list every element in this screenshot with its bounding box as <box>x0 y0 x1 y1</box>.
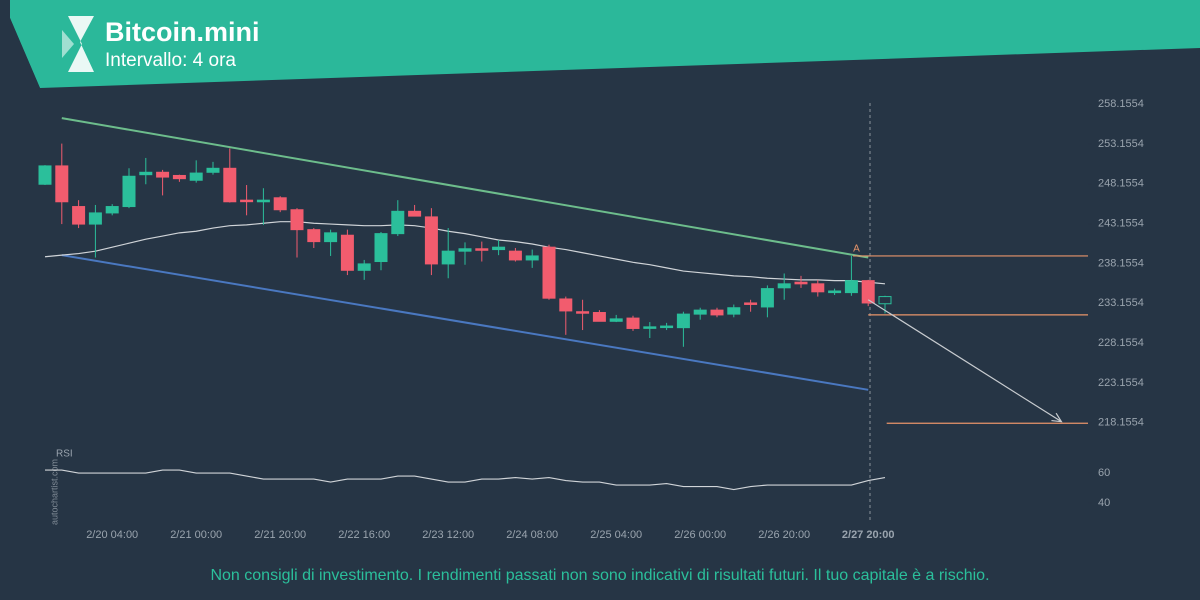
y-tick-label: 248.1554 <box>1098 178 1144 190</box>
candle-body <box>727 307 741 315</box>
candle-body <box>626 317 640 329</box>
banner-cut <box>0 0 40 88</box>
candle-body <box>38 165 52 185</box>
rsi-tick-label: 60 <box>1098 467 1110 479</box>
candle-body <box>878 296 892 305</box>
x-tick-label: 2/26 00:00 <box>674 529 726 541</box>
candle-body <box>760 288 774 308</box>
logo-shape <box>62 30 74 58</box>
candle-body <box>441 250 455 265</box>
candle-body <box>391 210 405 235</box>
x-tick-label: 2/20 04:00 <box>86 529 138 541</box>
candle-body <box>105 206 119 214</box>
candle-body <box>693 309 707 315</box>
candle-body <box>525 255 539 261</box>
candle-body <box>72 206 86 225</box>
x-tick-label: 2/22 16:00 <box>338 529 390 541</box>
candle-body <box>660 325 674 329</box>
x-tick-label: 2/25 04:00 <box>590 529 642 541</box>
candle-body <box>357 263 371 271</box>
y-tick-label: 233.1554 <box>1098 297 1144 309</box>
y-tick-label: 223.1554 <box>1098 377 1144 389</box>
candle-body <box>508 250 522 261</box>
candle-body <box>676 313 690 329</box>
candle-body <box>643 326 657 329</box>
y-tick-label: 253.1554 <box>1098 138 1144 150</box>
candle-body <box>777 283 791 289</box>
candle-body <box>139 171 153 176</box>
candle-body <box>55 165 69 203</box>
x-tick-label: 2/21 00:00 <box>170 529 222 541</box>
x-tick-label: 2/27 20:00 <box>842 529 895 541</box>
candle-body <box>340 234 354 271</box>
header-banner <box>10 0 1200 88</box>
x-tick-label: 2/21 20:00 <box>254 529 306 541</box>
candle-body <box>576 311 590 314</box>
candle-body <box>794 281 808 285</box>
trendline <box>61 254 869 391</box>
candle-body <box>424 216 438 265</box>
trendline <box>61 117 869 259</box>
chart-title: Bitcoin.mini <box>105 17 260 47</box>
candle-body <box>189 172 203 181</box>
watermark: autochartist.com <box>49 459 59 525</box>
candle-body <box>475 248 489 251</box>
y-tick-label: 228.1554 <box>1098 337 1144 349</box>
candle-body <box>240 199 254 203</box>
x-tick-label: 2/24 08:00 <box>506 529 558 541</box>
candle-body <box>223 167 237 203</box>
candle-body <box>559 298 573 312</box>
candle-body <box>156 171 170 178</box>
candle-body <box>811 283 825 293</box>
candle-body <box>256 199 270 203</box>
candle-body <box>828 290 842 294</box>
logo <box>62 16 94 72</box>
candle-body <box>744 302 758 305</box>
candle-body <box>458 248 472 252</box>
candle-body <box>206 167 220 173</box>
candle-body <box>542 246 556 299</box>
arrow-head <box>1051 412 1063 423</box>
moving-average <box>44 221 886 285</box>
candle-body <box>307 229 321 243</box>
forecast-arrow <box>867 299 1062 423</box>
candle-body <box>273 197 287 211</box>
candle-body <box>861 280 875 304</box>
y-tick-label: 238.1554 <box>1098 257 1144 269</box>
candle-body <box>408 210 422 217</box>
logo-shape <box>68 16 94 72</box>
candle-body <box>609 318 623 322</box>
candle-body <box>88 212 102 225</box>
rsi-label: RSI <box>56 449 73 460</box>
candle-body <box>374 233 388 263</box>
y-tick-label: 218.1554 <box>1098 417 1144 429</box>
rsi-line <box>45 469 886 491</box>
level-label: A <box>853 244 860 255</box>
candle-body <box>290 209 304 231</box>
x-tick-label: 2/23 12:00 <box>422 529 474 541</box>
y-tick-label: 243.1554 <box>1098 218 1144 230</box>
disclaimer: Non consigli di investimento. I rendimen… <box>210 567 989 584</box>
candle-body <box>122 175 136 208</box>
candle-body <box>172 174 186 180</box>
chart-subtitle: Intervallo: 4 ora <box>105 50 236 71</box>
candle-body <box>492 246 506 251</box>
y-tick-label: 258.1554 <box>1098 98 1144 110</box>
candle-body <box>592 312 606 322</box>
x-tick-label: 2/26 20:00 <box>758 529 810 541</box>
rsi-tick-label: 40 <box>1098 497 1110 509</box>
candle-body <box>324 232 338 243</box>
candle-body <box>844 280 858 294</box>
candle-body <box>710 309 724 316</box>
